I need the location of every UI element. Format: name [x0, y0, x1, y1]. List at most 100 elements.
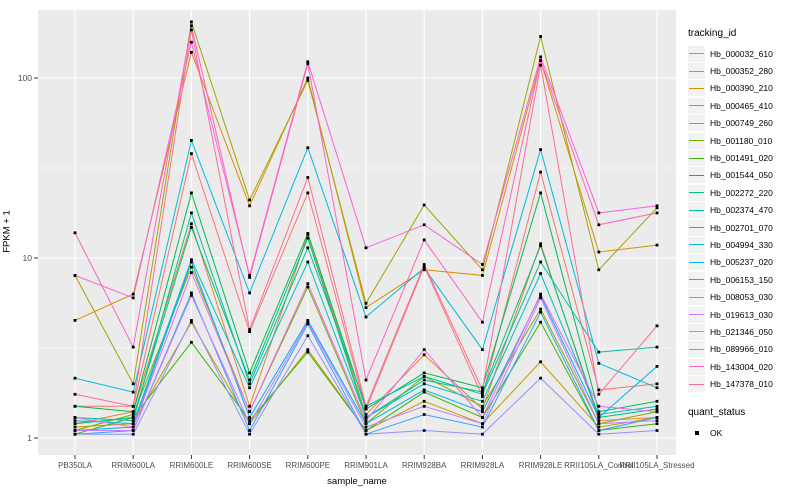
data-point [422, 264, 426, 268]
data-point [306, 282, 310, 286]
data-point [597, 419, 601, 422]
data-point [190, 222, 193, 226]
data-point [131, 404, 135, 408]
data-point [597, 429, 601, 432]
legend-item-label: Hb_001180_010 [710, 135, 773, 146]
data-point [597, 410, 601, 414]
line-swatch-icon [688, 271, 705, 288]
line-swatch-icon [688, 376, 705, 393]
legend-item-label: Hb_021346_050 [710, 326, 773, 337]
data-point [597, 350, 601, 354]
data-point [364, 407, 368, 411]
data-point [248, 198, 251, 202]
data-point [131, 345, 135, 349]
data-point [306, 322, 310, 326]
data-point [597, 404, 601, 408]
data-point [481, 407, 484, 411]
data-point [655, 399, 659, 403]
x-tick-label: RRIM600LE [170, 461, 214, 470]
data-point [481, 410, 484, 414]
data-point [190, 152, 193, 155]
data-point [190, 260, 193, 264]
legend-item-label: Hb_002272_220 [710, 187, 773, 198]
x-axis-title: sample_name [327, 476, 387, 487]
data-point [364, 416, 368, 419]
data-point [190, 50, 193, 54]
data-point [481, 348, 484, 351]
y-axis-title: FPKM + 1 [1, 210, 13, 253]
data-point [539, 376, 542, 380]
data-point [306, 285, 310, 289]
data-point [422, 378, 426, 382]
data-point [190, 24, 193, 28]
legend-item: Hb_002374_470 [688, 202, 800, 219]
legend-item-label: OK [710, 427, 723, 438]
data-point [481, 425, 484, 429]
legend-item: Hb_002272_220 [688, 184, 800, 201]
data-point [248, 371, 251, 375]
data-point [73, 422, 77, 426]
legend-item: Hb_000749_260 [688, 115, 800, 132]
data-point [422, 375, 426, 378]
data-point [306, 76, 310, 80]
data-point [481, 388, 484, 392]
legend-item: Hb_089966_010 [688, 341, 800, 358]
data-point [190, 139, 193, 142]
data-point [306, 350, 310, 354]
data-point [190, 265, 193, 269]
data-point [131, 390, 135, 394]
legend-items: Hb_000032_610 Hb_000352_280 Hb_000390_210 H… [688, 45, 800, 393]
data-point [655, 206, 659, 210]
data-point [190, 20, 193, 24]
legend-item-label: Hb_000352_280 [710, 66, 773, 77]
legend-item: Hb_001180_010 [688, 132, 800, 149]
data-point [306, 176, 310, 179]
data-point [539, 272, 542, 275]
data-point [597, 250, 601, 254]
data-point [539, 242, 542, 246]
data-point [190, 291, 193, 295]
data-point [131, 422, 135, 426]
data-point [190, 271, 193, 274]
data-point [422, 266, 426, 270]
data-point [481, 416, 484, 419]
legend-item-label: Hb_000749_260 [710, 118, 773, 129]
data-point [539, 148, 542, 151]
data-point [422, 390, 426, 394]
data-point [422, 263, 426, 266]
legend-item: Hb_002701_070 [688, 219, 800, 236]
line-swatch-icon [688, 289, 705, 306]
data-point [539, 307, 542, 311]
legend-item-label: Hb_000465_410 [710, 100, 773, 111]
data-point [73, 419, 77, 422]
data-point [248, 382, 251, 386]
data-point [131, 410, 135, 414]
data-point [481, 390, 484, 394]
data-point [248, 404, 251, 408]
data-point [481, 395, 484, 398]
data-point [131, 425, 135, 429]
data-point [306, 260, 310, 264]
legend-item-label: Hb_004994_330 [710, 239, 773, 250]
data-point [248, 328, 251, 331]
data-point [655, 407, 659, 411]
data-point [422, 371, 426, 375]
data-point [131, 382, 135, 386]
data-point [306, 146, 310, 150]
data-point [655, 211, 659, 215]
data-point [248, 416, 251, 419]
data-point [481, 274, 484, 277]
data-point [481, 432, 484, 436]
data-point [364, 404, 368, 408]
data-point [131, 432, 135, 436]
data-point [248, 274, 251, 277]
y-tick-label: 1 [27, 433, 32, 443]
data-point [422, 348, 426, 351]
data-point [248, 276, 251, 279]
legend-item: Hb_021346_050 [688, 323, 800, 340]
data-point [539, 260, 542, 264]
data-point [364, 413, 368, 416]
legend-item-label: Hb_002701_070 [710, 222, 773, 233]
